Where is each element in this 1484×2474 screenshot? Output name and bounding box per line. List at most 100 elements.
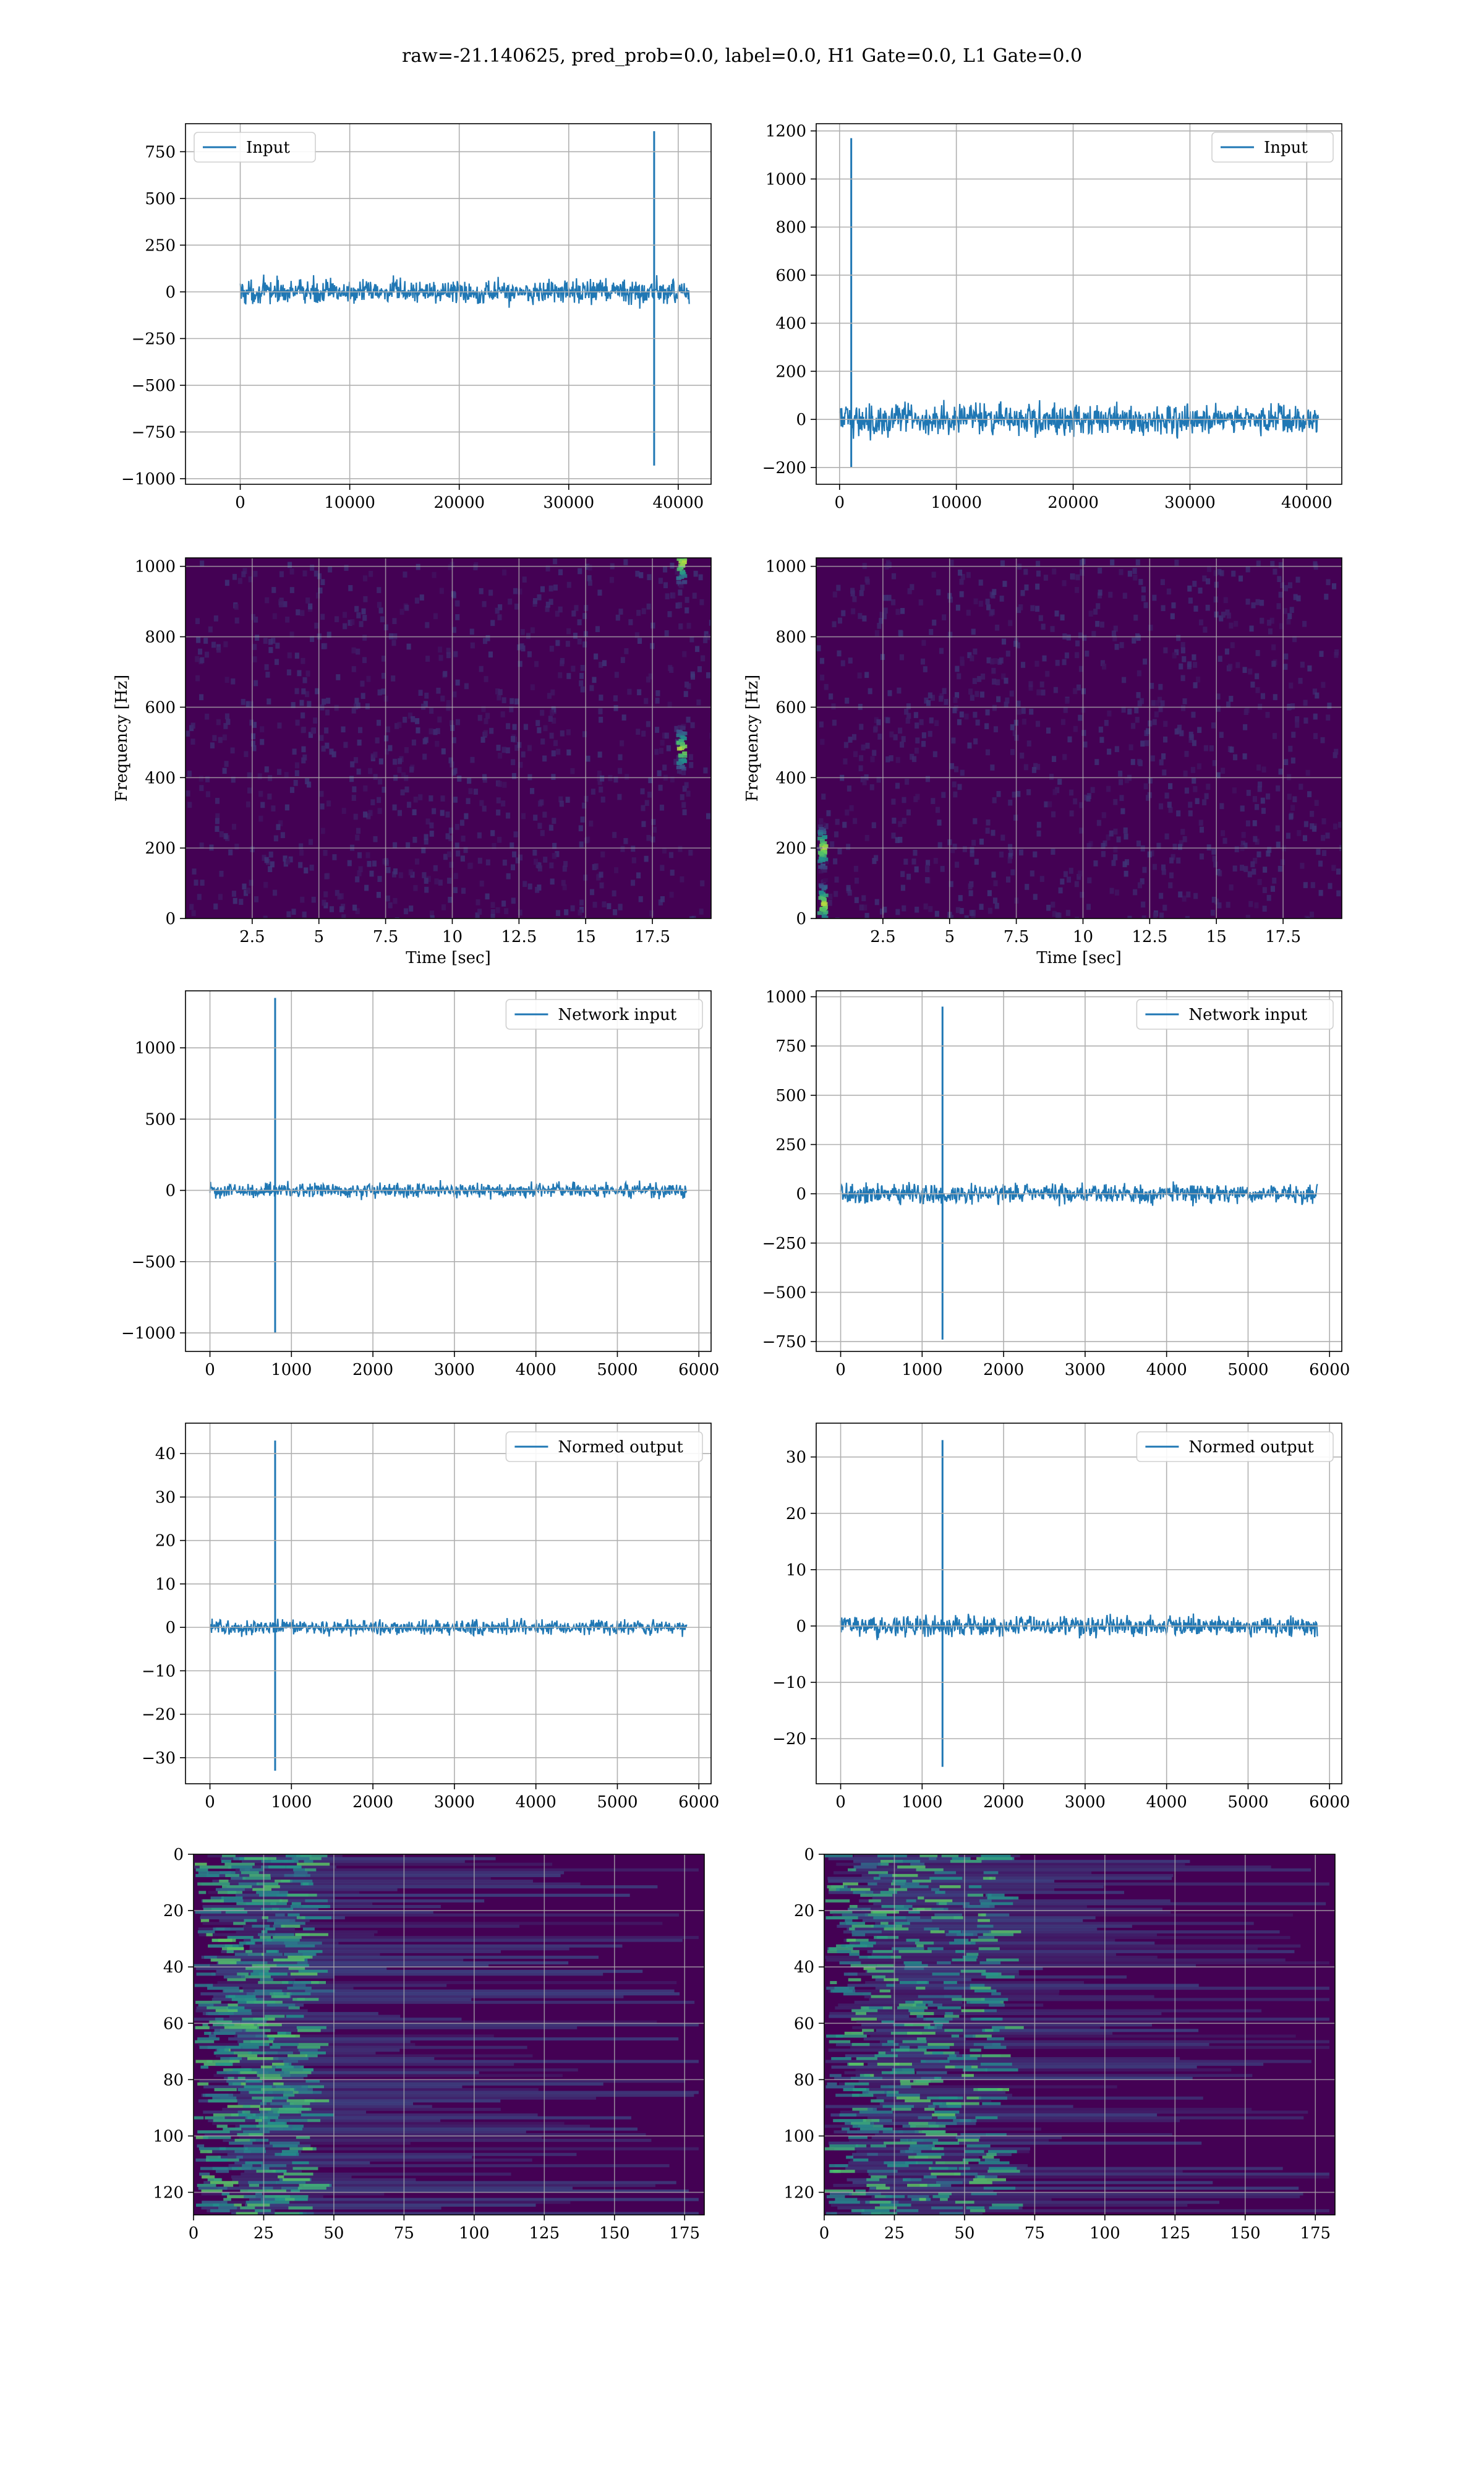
heatmap-cell bbox=[861, 2212, 875, 2215]
heatmap-cell bbox=[265, 1927, 276, 1931]
heatmap-cell bbox=[582, 613, 587, 619]
heatmap-cell bbox=[849, 2192, 866, 2196]
heatmap-cell bbox=[560, 730, 565, 737]
heatmap-cell bbox=[202, 1882, 581, 1886]
heatmap-cell bbox=[248, 2051, 278, 2055]
heatmap-cell bbox=[871, 1911, 899, 1914]
heatmap-cell bbox=[207, 1854, 343, 1858]
heatmap-cell bbox=[393, 897, 398, 904]
heatmap-cell bbox=[992, 2203, 1023, 2207]
heatmap-cell bbox=[207, 1984, 447, 1987]
heatmap-cell bbox=[1071, 573, 1076, 580]
heatmap-cell bbox=[200, 657, 205, 664]
heatmap-cell bbox=[665, 593, 670, 599]
heatmap-cell bbox=[370, 799, 375, 806]
heatmap-cell bbox=[915, 722, 919, 729]
heatmap-cell bbox=[551, 774, 556, 781]
heatmap-cell bbox=[378, 778, 383, 785]
heatmap-cell bbox=[918, 2116, 932, 2120]
heatmap-cell bbox=[876, 719, 881, 726]
heatmap-cell bbox=[856, 2057, 1180, 2060]
heatmap-cell bbox=[208, 2158, 532, 2162]
heatmap-cell bbox=[243, 1902, 373, 1906]
heatmap-cell bbox=[1232, 787, 1237, 794]
y-tick-label: 10 bbox=[786, 1561, 806, 1580]
heatmap-cell bbox=[473, 564, 478, 571]
heatmap-cell bbox=[868, 1882, 877, 1886]
panel-network-input-left: 0 1000 2000 3000 4000 5000 6000−1000−500050010… bbox=[121, 990, 719, 1379]
heatmap-cell bbox=[977, 675, 982, 682]
heatmap-cell bbox=[964, 915, 969, 918]
heatmap-cell bbox=[477, 909, 482, 915]
heatmap-cell bbox=[852, 2026, 1100, 2029]
heatmap-cell bbox=[596, 873, 601, 880]
heatmap-cell bbox=[286, 669, 291, 676]
heatmap-cell bbox=[566, 729, 571, 735]
heatmap-cell bbox=[1297, 830, 1302, 836]
heatmap-cell bbox=[979, 904, 984, 910]
heatmap-cell bbox=[1075, 640, 1080, 647]
y-tick-label: −500 bbox=[132, 1253, 176, 1272]
heatmap-cell bbox=[845, 697, 850, 704]
heatmap-cell bbox=[243, 2105, 432, 2108]
heatmap-cell bbox=[1036, 570, 1041, 577]
heatmap-cell bbox=[1065, 910, 1070, 916]
heatmap-cell bbox=[448, 835, 453, 842]
heatmap-cell bbox=[1139, 698, 1144, 704]
heatmap-cell bbox=[970, 850, 974, 857]
heatmap-cell bbox=[1182, 896, 1187, 902]
heatmap-cell bbox=[247, 2203, 270, 2207]
heatmap-cell bbox=[949, 915, 954, 918]
heatmap-hotspot bbox=[677, 761, 683, 766]
heatmap-cell bbox=[235, 2088, 539, 2092]
heatmap-cell bbox=[931, 2206, 963, 2210]
heatmap-cell bbox=[647, 791, 652, 798]
heatmap-cell bbox=[309, 636, 315, 642]
heatmap-cell bbox=[827, 1885, 845, 1889]
heatmap-cell bbox=[885, 717, 890, 724]
x-tick-label: 3000 bbox=[1065, 1793, 1106, 1812]
heatmap-cell bbox=[921, 640, 926, 646]
heatmap-cell bbox=[552, 842, 557, 849]
heatmap-cell bbox=[870, 2034, 1296, 2038]
heatmap-cell bbox=[408, 869, 413, 876]
heatmap-cell bbox=[906, 713, 911, 719]
heatmap-cell bbox=[552, 818, 556, 824]
heatmap-cell bbox=[871, 1924, 896, 1928]
heatmap-cell bbox=[393, 842, 398, 849]
heatmap-cell bbox=[848, 2136, 868, 2139]
heatmap-cell bbox=[1257, 879, 1262, 885]
heatmap-cell bbox=[1225, 609, 1230, 616]
heatmap-cell bbox=[260, 2000, 276, 2004]
heatmap-cell bbox=[986, 2133, 1007, 2136]
heatmap-cell bbox=[1321, 818, 1326, 824]
heatmap-cell bbox=[848, 1978, 861, 1982]
heatmap-cell bbox=[877, 2051, 960, 2055]
x-tick-label: 10 bbox=[442, 928, 463, 946]
heatmap-cell bbox=[986, 1958, 1019, 1962]
heatmap-cell bbox=[446, 851, 452, 858]
heatmap-cell bbox=[1273, 694, 1277, 700]
heatmap-cell bbox=[522, 881, 527, 888]
heatmap-cell bbox=[864, 1944, 1301, 1948]
heatmap-cell bbox=[833, 2170, 855, 2173]
heatmap-cell bbox=[484, 718, 488, 724]
heatmap-cell bbox=[927, 692, 932, 699]
heatmap-cell bbox=[208, 2031, 266, 2035]
heatmap-cell bbox=[884, 2141, 917, 2145]
heatmap-cell bbox=[1185, 916, 1190, 918]
heatmap-cell bbox=[894, 2063, 912, 2066]
heatmap-cell bbox=[318, 587, 323, 594]
heatmap-cell bbox=[843, 742, 848, 748]
heatmap-cell bbox=[555, 910, 561, 917]
x-tick-label: 2000 bbox=[352, 1793, 393, 1812]
heatmap-cell bbox=[964, 2150, 984, 2154]
heatmap-cell bbox=[1253, 857, 1258, 864]
heatmap-cell bbox=[1310, 882, 1315, 888]
heatmap-cell bbox=[1052, 568, 1057, 575]
heatmap-cell bbox=[842, 2127, 850, 2131]
heatmap-cell bbox=[891, 833, 896, 839]
heatmap-cell bbox=[258, 2119, 270, 2123]
heatmap-cell bbox=[1289, 813, 1294, 820]
